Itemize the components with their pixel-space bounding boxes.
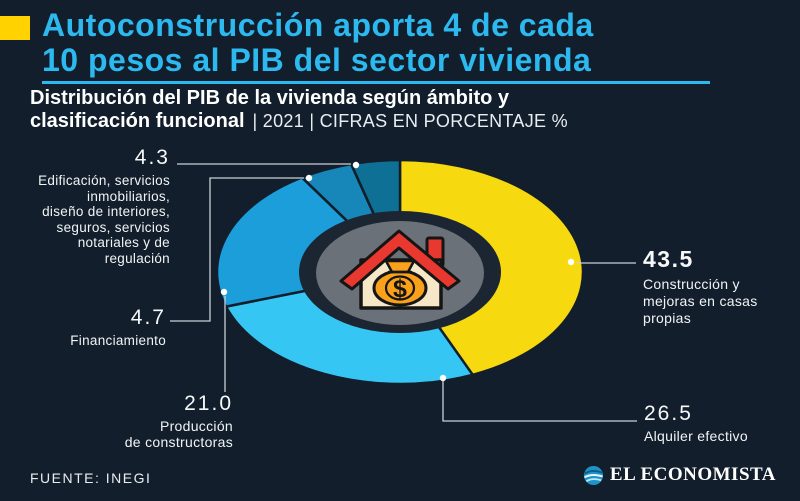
callout-construccion: 43.5 Construcción y mejoras en casas pro… [643,246,758,327]
svg-text:$: $ [393,275,407,303]
title-accent-square [0,16,30,40]
leader-dot-4-7 [305,174,313,182]
value-21-0: 21.0 [184,392,233,415]
callout-edificacion: 4.3 Edificación, servicios inmobiliarios… [0,146,170,266]
leader-dot-26-5 [439,374,447,382]
label-4-7: Financiamiento [70,333,166,348]
callout-financiamiento: 4.7 Financiamiento [0,306,166,349]
label-4-3: Edificación, servicios inmobiliarios, di… [38,173,170,266]
subtitle-line2: clasificación funcional [30,110,245,132]
label-26-5: Alquiler efectivo [644,428,748,444]
publisher-logo: EL ECONOMISTA [583,464,776,486]
callout-alquiler: 26.5 Alquiler efectivo [644,402,748,445]
leader-line-26-5 [442,381,637,422]
leader-line-4-7 [170,177,304,322]
value-26-5: 26.5 [644,402,693,425]
value-4-3: 4.3 [134,146,170,169]
label-21-0: Producción de constructoras [124,418,233,450]
leader-dot-4-3 [352,161,360,169]
source-note: FUENTE: INEGI [30,470,152,486]
headline-line2: 10 pesos al PIB del sector vivienda [42,42,592,78]
headline: Autoconstrucción aporta 4 de cada 10 pes… [42,8,594,78]
leader-dot-21-0 [220,288,228,296]
el-economista-globe-icon [583,465,603,485]
leader-dot-43-5 [567,258,575,266]
value-43-5: 43.5 [643,246,694,272]
house-money-icon: $ [339,229,461,310]
header-divider [42,81,710,84]
label-43-5: Construcción y mejoras en casas propias [643,276,758,326]
chart-subtitle: Distribución del PIB de la vivienda segú… [30,87,568,133]
callout-produccion: 21.0 Producción de constructoras [0,392,233,450]
headline-line1: Autoconstrucción aporta 4 de cada [42,7,594,43]
publisher-name: EL ECONOMISTA [609,464,776,485]
leader-lines [170,161,637,422]
subtitle-meta: | 2021 | CIFRAS EN PORCENTAJE % [252,111,568,131]
subtitle-line1: Distribución del PIB de la vivienda segú… [30,87,509,109]
value-4-7: 4.7 [130,306,166,329]
